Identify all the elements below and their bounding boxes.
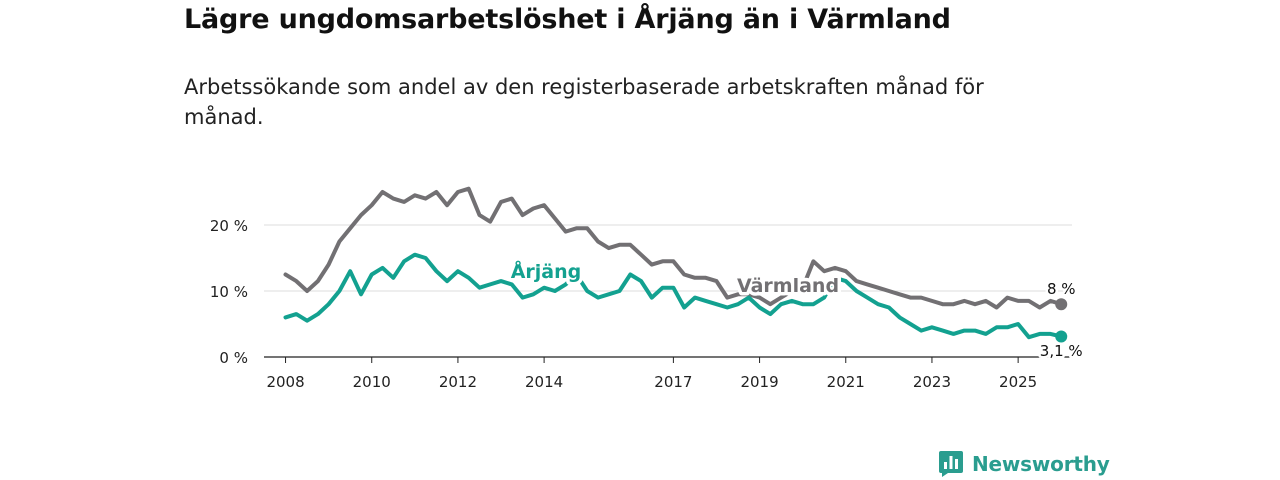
x-tick-label: 2021 (827, 373, 865, 391)
brand-name: Newsworthy (972, 452, 1110, 476)
y-tick-label: 10 % (210, 283, 248, 301)
gridlines (264, 224, 1072, 292)
x-tick-label: 2014 (525, 373, 563, 391)
y-tick-label: 0 % (219, 349, 248, 367)
series-line-arjang (283, 252, 1064, 340)
series-lines (283, 186, 1068, 343)
x-tick-label: 2025 (999, 373, 1037, 391)
y-tick-label: 20 % (210, 217, 248, 235)
series-labels: Värmland Årjäng 8 % 3,1 % (507, 256, 1085, 363)
x-tick-label: 2017 (654, 373, 692, 391)
brand: Newsworthy (938, 450, 1110, 478)
x-tick-label: 2008 (266, 373, 304, 391)
x-axis-ticks: 2008 2010 2012 2014 2017 2019 2021 2023 2025 (266, 357, 1037, 391)
series-label-varmland: Värmland (737, 275, 839, 297)
bar-chart-speech-bubble-icon (939, 451, 963, 477)
end-label-varmland: 8 % (1047, 280, 1076, 298)
x-tick-label: 2012 (439, 373, 477, 391)
x-tick-label: 2023 (913, 373, 951, 391)
end-label-arjang: 3,1 % (1040, 342, 1083, 360)
x-tick-label: 2019 (740, 373, 778, 391)
chart-title: Lägre ungdomsarbetslöshet i Årjäng än i … (184, 4, 951, 35)
series-label-arjang: Årjäng (511, 259, 582, 283)
x-tick-label: 2010 (353, 373, 391, 391)
end-point-arjang (1055, 330, 1068, 343)
chart-subtitle: Arbetssökande som andel av den registerb… (184, 75, 984, 129)
end-point-varmland (1055, 298, 1068, 311)
y-axis-ticks: 0 % 10 % 20 % (210, 217, 248, 367)
line-chart: 0 % 10 % 20 % 2008 2010 2012 2014 2017 2019 2021… (209, 186, 1085, 391)
